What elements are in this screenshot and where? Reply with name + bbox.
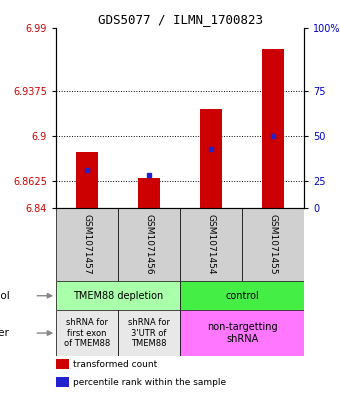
- Bar: [76, 152, 98, 208]
- Text: TMEM88 depletion: TMEM88 depletion: [73, 291, 163, 301]
- Text: other: other: [0, 328, 10, 338]
- Text: shRNA for
first exon
of TMEM88: shRNA for first exon of TMEM88: [64, 318, 110, 348]
- Bar: [180, 208, 242, 281]
- Text: transformed count: transformed count: [73, 360, 158, 369]
- Text: control: control: [225, 291, 259, 301]
- Bar: [56, 208, 118, 281]
- Text: GSM1071454: GSM1071454: [207, 215, 216, 275]
- Bar: [56, 310, 118, 356]
- Bar: [200, 110, 222, 208]
- Text: GSM1071457: GSM1071457: [83, 214, 91, 275]
- Text: GSM1071456: GSM1071456: [145, 214, 154, 275]
- Text: non-targetting
shRNA: non-targetting shRNA: [207, 322, 277, 344]
- Text: percentile rank within the sample: percentile rank within the sample: [73, 378, 226, 387]
- Bar: [118, 208, 180, 281]
- Bar: [56, 281, 180, 310]
- Text: protocol: protocol: [0, 291, 10, 301]
- Bar: [242, 208, 304, 281]
- Text: shRNA for
3'UTR of
TMEM88: shRNA for 3'UTR of TMEM88: [128, 318, 170, 348]
- Bar: [262, 49, 284, 208]
- Bar: [56, 377, 69, 387]
- Bar: [138, 178, 160, 208]
- Bar: [180, 310, 304, 356]
- Bar: [56, 359, 69, 369]
- Bar: [180, 281, 304, 310]
- Text: GSM1071455: GSM1071455: [269, 214, 278, 275]
- Title: GDS5077 / ILMN_1700823: GDS5077 / ILMN_1700823: [98, 13, 263, 26]
- Bar: [118, 310, 180, 356]
